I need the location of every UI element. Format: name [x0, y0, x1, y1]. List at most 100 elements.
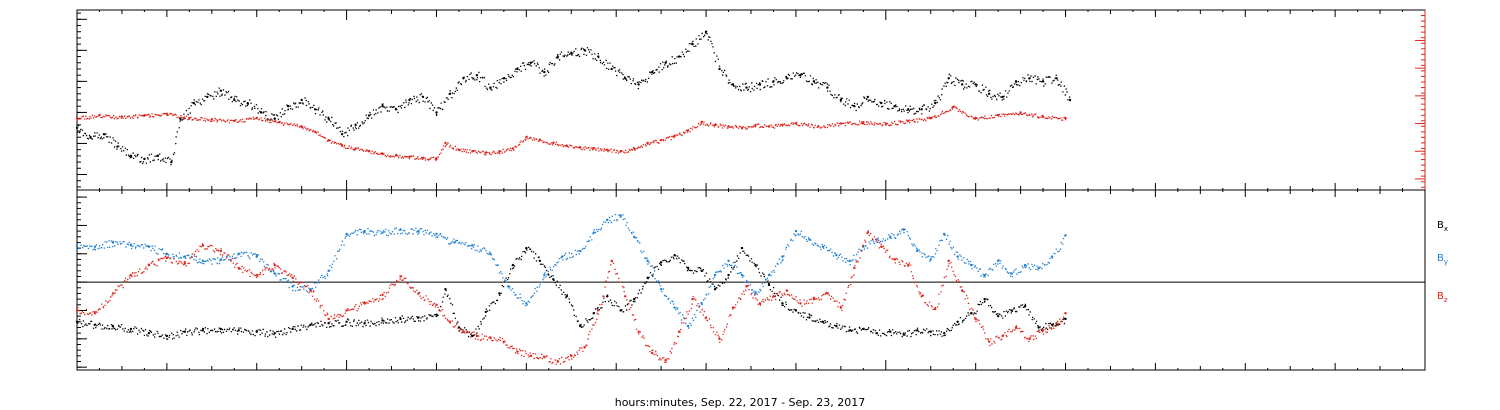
bx-point	[565, 295, 568, 298]
ion-density-point	[799, 73, 802, 77]
by-point	[1010, 272, 1013, 275]
ion-density-point	[300, 98, 303, 102]
ion-density-point	[826, 86, 829, 89]
bz-point	[1041, 329, 1045, 332]
bx-point	[781, 302, 784, 305]
bz-point	[947, 259, 950, 263]
bz-point	[273, 263, 276, 267]
by-point	[983, 273, 986, 277]
bz-point	[920, 295, 923, 298]
ion-density-point	[327, 117, 330, 120]
bx-point	[219, 327, 222, 331]
by-point	[255, 255, 258, 258]
legend-entry-sub: x	[1444, 225, 1448, 233]
legend-entry-main: B	[1437, 253, 1444, 264]
bx-point	[996, 314, 1000, 318]
bx-point	[686, 266, 690, 270]
bz-point	[974, 317, 977, 321]
bx-point	[165, 334, 169, 338]
by-point	[417, 229, 420, 233]
ion-density-point	[475, 73, 479, 77]
bx-point	[943, 331, 946, 335]
bz-point	[291, 276, 294, 280]
ion-density-point	[529, 61, 533, 64]
velocity-point	[75, 116, 79, 120]
by-point	[543, 273, 546, 277]
legend-entry-main: B	[1437, 291, 1444, 302]
ion-density-point	[170, 160, 173, 164]
bx-point	[345, 320, 348, 324]
by-point	[525, 302, 528, 305]
bz-point	[691, 297, 694, 301]
bz-point	[650, 351, 654, 355]
bx-point	[808, 316, 811, 319]
ion-density-point	[543, 70, 546, 74]
by-point	[727, 259, 730, 263]
bz-point	[129, 273, 133, 277]
top-panel-frame	[76, 9, 1426, 191]
bz-point	[1055, 322, 1058, 325]
by-point	[713, 273, 717, 277]
ion-density-point	[273, 117, 276, 120]
bz-point	[183, 262, 187, 265]
legend-entry-main: B	[1437, 220, 1444, 231]
ion-density-point	[907, 108, 910, 111]
by-point	[929, 258, 932, 261]
bx-point	[1050, 323, 1054, 326]
bx-point	[983, 297, 986, 301]
by-point	[632, 235, 636, 238]
by-point	[916, 249, 919, 253]
by-point	[956, 255, 959, 258]
bx-point	[381, 319, 384, 322]
bottom-panel-frame	[76, 189, 1426, 371]
bz-point	[1028, 337, 1031, 341]
by-point	[740, 273, 744, 277]
bx-point	[399, 317, 402, 321]
ion-density-point	[219, 89, 222, 92]
by-point	[201, 259, 205, 263]
bx-point	[538, 259, 542, 263]
ion-density-point	[637, 83, 640, 86]
ion-density-point	[408, 98, 411, 102]
bx-point	[713, 288, 717, 291]
bz-point	[718, 337, 721, 341]
bx-point	[511, 263, 515, 267]
bx-point	[484, 310, 488, 314]
ion-density-trace	[77, 32, 1071, 166]
bz-point	[516, 350, 519, 353]
ion-density-point	[435, 111, 438, 114]
ion-density-point	[987, 92, 991, 95]
bz-point	[987, 340, 991, 343]
by-point	[93, 245, 97, 248]
bx-point	[889, 330, 892, 333]
bx-point	[147, 331, 151, 335]
ion-density-point	[839, 98, 843, 102]
bx-point	[237, 329, 240, 332]
bz-point	[381, 293, 384, 297]
ion-density-point	[920, 108, 923, 111]
bz-point	[839, 306, 843, 309]
bz-point	[597, 309, 600, 312]
ion-density-point	[650, 70, 654, 74]
legend-entry: By	[1437, 253, 1448, 266]
bx-point	[632, 297, 636, 301]
ion-density-point	[947, 77, 950, 80]
bx-point	[273, 331, 276, 335]
by-point	[821, 245, 825, 248]
velocity-point	[444, 141, 447, 145]
bz-point	[93, 312, 97, 315]
by-point	[659, 288, 663, 291]
bz-point	[475, 334, 479, 338]
bx-point	[75, 320, 79, 324]
by-point	[794, 229, 798, 233]
by-point	[435, 232, 438, 236]
ion-density-point	[75, 126, 79, 130]
ion-density-point	[233, 98, 236, 102]
bx-point	[444, 288, 447, 291]
ion-density-point	[246, 101, 249, 105]
bz-point	[219, 249, 222, 253]
ion-density-point	[116, 145, 119, 148]
by-point	[646, 259, 649, 263]
bx-point	[525, 246, 528, 250]
bx-point	[956, 320, 959, 324]
